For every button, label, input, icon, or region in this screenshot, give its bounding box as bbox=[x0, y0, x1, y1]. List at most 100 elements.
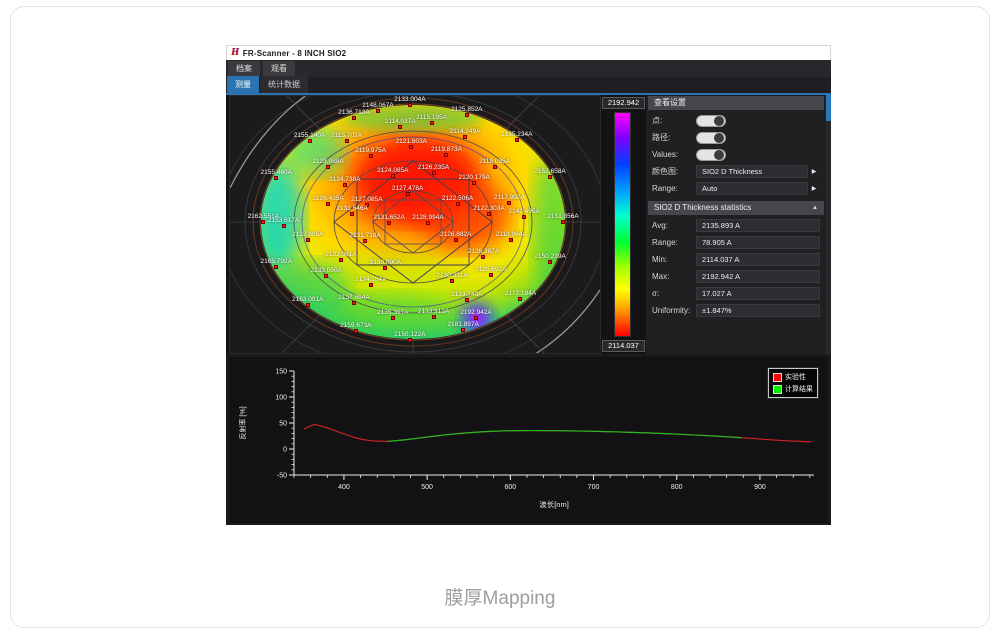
wafer-point-marker[interactable] bbox=[407, 338, 412, 343]
wafer-point-marker[interactable] bbox=[431, 171, 436, 176]
dropdown-label: 颜色图: bbox=[652, 167, 679, 176]
wafer-point-label: 2131.546A bbox=[336, 205, 368, 213]
wafer-point-marker[interactable] bbox=[326, 164, 331, 169]
wafer-point-marker[interactable] bbox=[488, 272, 493, 277]
legend-swatch bbox=[773, 384, 782, 394]
wafer-point-label: 2125.852A bbox=[451, 106, 483, 114]
wafer-point-marker[interactable] bbox=[492, 164, 497, 169]
wafer-point-marker[interactable] bbox=[461, 327, 466, 332]
wafer-point-marker[interactable] bbox=[353, 329, 358, 334]
view-settings-title: 查看设置 bbox=[654, 98, 686, 107]
wafer-point-marker[interactable] bbox=[376, 109, 380, 114]
menu-item-1[interactable]: 观看 bbox=[263, 61, 295, 76]
setting-label: 点: bbox=[652, 116, 663, 125]
stat-value: 2114.037 A bbox=[696, 253, 820, 266]
colorbar-min-value: 2114.037 bbox=[602, 340, 645, 352]
wafer-point-marker[interactable] bbox=[444, 153, 449, 158]
panel-scrollbar-thumb[interactable] bbox=[826, 95, 831, 121]
dropdown-arrow-icon: ▶ bbox=[811, 169, 817, 175]
wafer-point-marker[interactable] bbox=[274, 264, 279, 269]
tab-1[interactable]: 统计数据 bbox=[260, 76, 308, 93]
menu-bar: 档案 观看 bbox=[226, 60, 831, 77]
wafer-point-marker[interactable] bbox=[398, 124, 403, 129]
wafer-point-label: 2134.184A bbox=[354, 275, 387, 283]
wafer-point-marker[interactable] bbox=[390, 316, 395, 321]
wafer-point-marker[interactable] bbox=[548, 174, 553, 179]
stat-label: Range: bbox=[652, 238, 678, 247]
wafer-point-marker[interactable] bbox=[383, 266, 388, 271]
wafer-point-marker[interactable] bbox=[350, 212, 355, 217]
wafer-point-marker[interactable] bbox=[548, 259, 553, 264]
wafer-point-marker[interactable] bbox=[363, 239, 368, 244]
stat-label: σ: bbox=[652, 289, 660, 298]
wafer-point-marker[interactable] bbox=[464, 298, 469, 303]
main-content: 2133.004A 2148.067A 2125.852A 2136.713A 2115… bbox=[226, 95, 831, 354]
statistics-header[interactable]: SIO2 D Thickness statistics ▲ bbox=[648, 201, 824, 215]
wafer-point-marker[interactable] bbox=[507, 200, 512, 205]
wafer-point-marker[interactable] bbox=[281, 223, 286, 228]
setting-row-1: 路径: bbox=[648, 129, 824, 146]
legend-label: 实验性 bbox=[785, 374, 806, 381]
wafer-point-marker[interactable] bbox=[481, 254, 486, 259]
colorbar-gradient bbox=[614, 112, 631, 337]
wafer-point-marker[interactable] bbox=[409, 145, 414, 150]
wafer-point-label: 2115.195A bbox=[416, 113, 448, 121]
x-tick-label: 900 bbox=[754, 484, 766, 491]
dropdown-arrow-icon: ▶ bbox=[811, 186, 817, 192]
wafer-point-marker[interactable] bbox=[487, 212, 491, 217]
wafer-point-marker[interactable] bbox=[344, 138, 349, 143]
tab-0[interactable]: 测量 bbox=[227, 76, 259, 93]
wafer-point-marker[interactable] bbox=[509, 237, 514, 242]
wafer-point-marker[interactable] bbox=[324, 273, 329, 278]
wafer-point-marker[interactable] bbox=[390, 173, 395, 178]
wafer-point-marker[interactable] bbox=[305, 237, 310, 242]
wafer-point-marker[interactable] bbox=[368, 282, 373, 287]
wafer-point-marker[interactable] bbox=[514, 137, 519, 142]
wafer-point-marker[interactable] bbox=[305, 303, 310, 308]
wafer-point-marker[interactable] bbox=[472, 181, 477, 186]
wafer-point-marker[interactable] bbox=[339, 258, 343, 263]
toggle-switch[interactable] bbox=[696, 114, 726, 127]
wafer-point-marker[interactable] bbox=[450, 279, 454, 284]
wafer-point-marker[interactable] bbox=[274, 176, 279, 181]
wafer-point-label: 2126.435A bbox=[312, 194, 344, 202]
wafer-point-marker[interactable] bbox=[474, 316, 479, 321]
wafer-point-marker[interactable] bbox=[405, 191, 410, 196]
wafer-point-marker[interactable] bbox=[307, 138, 312, 143]
wafer-point-marker[interactable] bbox=[326, 201, 331, 206]
wafer-point-marker[interactable] bbox=[429, 120, 434, 125]
wafer-point-marker[interactable] bbox=[431, 315, 436, 320]
statistics-rows: Avg: 2135.893 A Range: 78.905 A Min: 2114.037… bbox=[648, 217, 824, 319]
wafer-point-marker[interactable] bbox=[387, 221, 392, 226]
x-tick-label: 600 bbox=[504, 484, 516, 491]
wafer-point-label: 2163.091A bbox=[291, 296, 324, 304]
wafer-point-marker[interactable] bbox=[342, 182, 347, 187]
dropdown-value[interactable]: SIO2 D Thickness bbox=[696, 165, 808, 178]
wafer-point-marker[interactable] bbox=[462, 135, 467, 140]
wafer-point-marker[interactable] bbox=[351, 115, 356, 120]
wafer-point-marker[interactable] bbox=[407, 102, 412, 107]
wafer-point-marker[interactable] bbox=[351, 300, 356, 305]
wafer-point-marker[interactable] bbox=[455, 201, 460, 206]
toggle-switch[interactable] bbox=[696, 148, 726, 161]
setting-label: 路径: bbox=[652, 133, 671, 142]
wafer-point-marker[interactable] bbox=[261, 219, 266, 224]
series-1 bbox=[387, 429, 742, 442]
wafer-point-marker[interactable] bbox=[425, 221, 430, 226]
dropdown-label: Range: bbox=[652, 184, 678, 193]
wafer-point-marker[interactable] bbox=[453, 237, 458, 242]
wafer-point-marker[interactable] bbox=[518, 297, 523, 302]
x-tick-label: 700 bbox=[588, 484, 600, 491]
wafer-point-marker[interactable] bbox=[522, 214, 527, 219]
figure-caption: 膜厚Mapping bbox=[444, 588, 556, 609]
wafer-point-marker[interactable] bbox=[464, 113, 469, 118]
stat-value: 17.027 A bbox=[696, 287, 820, 300]
wafer-point-marker[interactable] bbox=[364, 203, 369, 208]
wafer-point-marker[interactable] bbox=[368, 154, 373, 159]
panel-scrollbar[interactable] bbox=[826, 95, 831, 354]
toggle-switch[interactable] bbox=[696, 131, 726, 144]
dropdown-value[interactable]: Auto bbox=[696, 182, 808, 195]
fr-scanner-window: H FR-Scanner - 8 INCH SIO2 档案 观看 测量 统计数据 bbox=[226, 45, 831, 525]
menu-item-0[interactable]: 档案 bbox=[228, 61, 260, 76]
wafer-point-marker[interactable] bbox=[561, 219, 565, 224]
